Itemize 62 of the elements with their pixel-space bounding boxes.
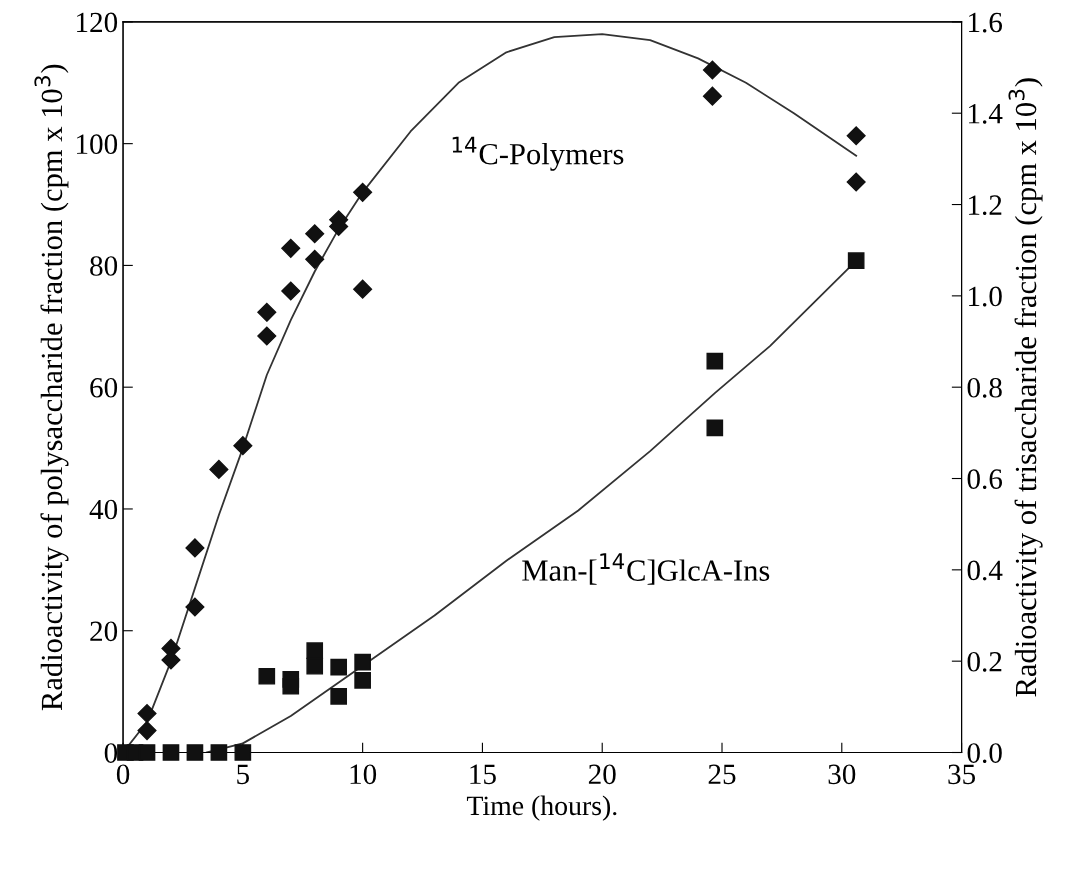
point xyxy=(306,657,324,675)
x-tick-label: 15 xyxy=(470,764,496,785)
y2-tick-label: 1.4 xyxy=(969,104,1003,124)
y-tick-label: 80 xyxy=(90,256,118,276)
point xyxy=(186,744,204,761)
point xyxy=(702,86,722,106)
x-axis-title: Time (hours). xyxy=(466,795,617,821)
point xyxy=(353,279,373,299)
point xyxy=(138,744,156,761)
x-tick-label: 5 xyxy=(237,764,249,785)
point xyxy=(353,182,373,202)
point xyxy=(282,677,300,695)
point xyxy=(702,60,722,80)
point xyxy=(257,302,277,322)
point xyxy=(210,744,228,761)
point xyxy=(257,326,277,346)
point xyxy=(846,172,866,192)
y-axis-title: Radioactivity of polysaccharide fraction (cpm x 10$^{3}$) xyxy=(34,64,69,711)
point xyxy=(330,658,348,676)
y2-tick-label: 1.2 xyxy=(969,195,1002,216)
point xyxy=(209,459,229,479)
point xyxy=(706,419,724,437)
y2-tick-label: 0.2 xyxy=(967,651,1002,672)
point xyxy=(354,653,371,671)
y2-axis-title: Radioactivity of trisaccharide fraction (cpm x 10$^{3}$) xyxy=(1008,78,1043,697)
point xyxy=(137,721,157,741)
point xyxy=(354,672,371,689)
y-tick-label: 0 xyxy=(104,743,118,763)
point xyxy=(305,249,325,269)
point xyxy=(162,744,180,761)
x-tick-label: 10 xyxy=(350,764,377,785)
point xyxy=(330,687,348,705)
x-tick-label: 20 xyxy=(588,764,616,785)
point xyxy=(137,703,157,724)
point xyxy=(847,252,865,270)
point xyxy=(306,642,324,660)
y2-tick-label: 0.0 xyxy=(967,743,1002,764)
point xyxy=(258,667,276,685)
point xyxy=(234,744,252,761)
y-tick-label: 60 xyxy=(90,377,118,398)
y-tick-label: 40 xyxy=(89,499,118,520)
y2-tick-label: 0.4 xyxy=(967,560,1003,581)
y-tick-label: 120 xyxy=(77,12,118,33)
point xyxy=(281,238,301,258)
y2-tick-label: 0.8 xyxy=(967,377,1002,398)
y2-tick-label: 0.6 xyxy=(967,469,1003,490)
x-tick-label: 35 xyxy=(948,764,976,785)
point xyxy=(185,538,205,558)
annotation: $^{14}$C-Polymers xyxy=(452,136,624,171)
point xyxy=(706,352,724,370)
annotation: Man-[$^{14}$C]GlcA-Ins xyxy=(522,553,770,585)
y-tick-label: 100 xyxy=(77,134,118,155)
point xyxy=(305,224,325,244)
point xyxy=(846,126,866,146)
point xyxy=(233,436,253,456)
x-tick-label: 25 xyxy=(708,764,736,785)
point xyxy=(281,281,301,301)
point xyxy=(185,597,205,617)
y2-tick-label: 1.0 xyxy=(969,286,1002,307)
y2-tick-label: 1.6 xyxy=(969,12,1003,33)
y-tick-label: 20 xyxy=(90,621,118,642)
x-tick-label: 30 xyxy=(828,764,856,785)
